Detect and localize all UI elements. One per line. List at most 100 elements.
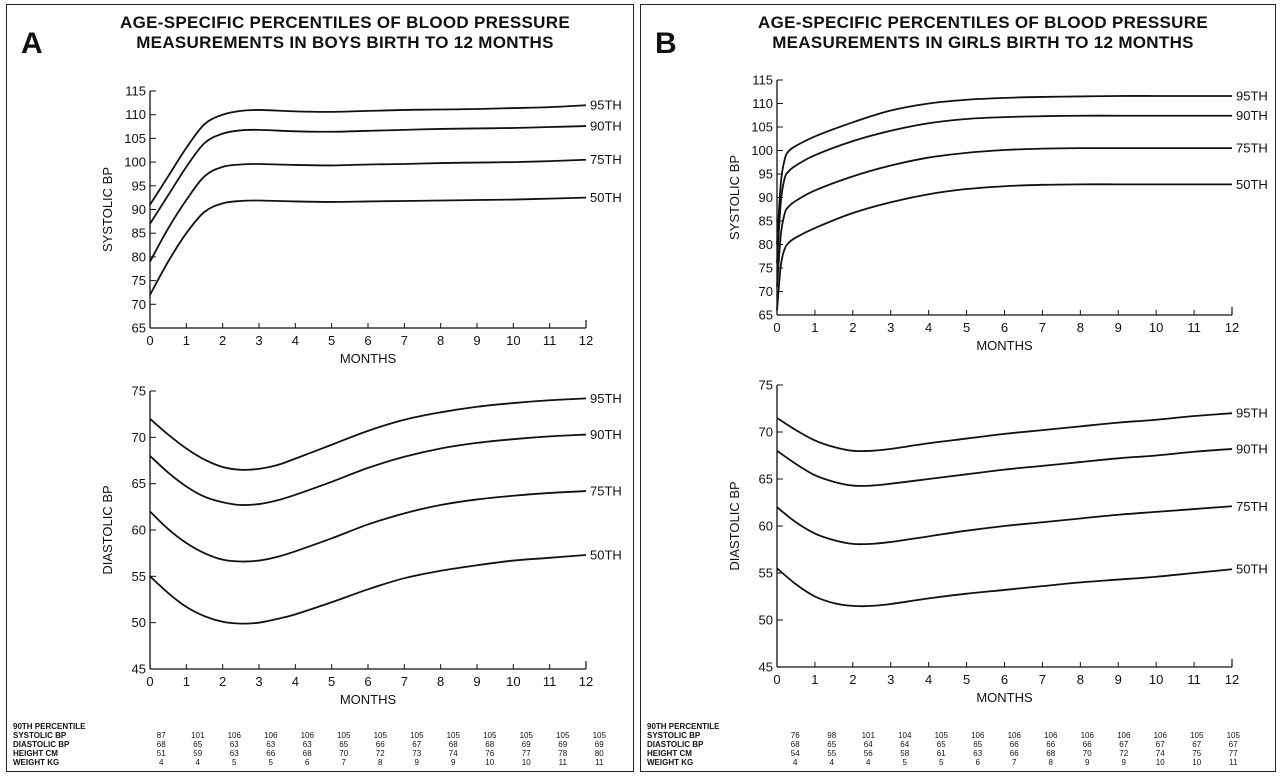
table-cell: 105: [556, 731, 570, 740]
table-cell: 105: [337, 731, 351, 740]
series-label-90th: 90TH: [590, 119, 622, 134]
table-cell: 105: [1190, 731, 1204, 740]
series-label-75th: 75TH: [1236, 141, 1268, 156]
series-label-75th: 75TH: [590, 152, 622, 167]
table-cell: 64: [900, 740, 910, 749]
table-row: DIASTOLIC BP 68 65 63 63 63 65 66 67 68 68 69 69 69: [13, 740, 618, 749]
table-cell: 65: [827, 740, 837, 749]
y-tick-label: 115: [752, 73, 773, 88]
y-tick-label: 70: [132, 297, 146, 312]
table-cell: 7: [1012, 758, 1017, 767]
table-cell: 106: [1080, 731, 1094, 740]
table-cell: 106: [1117, 731, 1131, 740]
x-tick-label: 11: [543, 333, 557, 348]
table-row-label: SYSTOLIC BP: [647, 731, 701, 740]
table-cell: 77: [521, 749, 531, 758]
table-cell: 78: [558, 749, 568, 758]
x-axis-label: MONTHS: [976, 338, 1033, 353]
table-cell: 65: [339, 740, 349, 749]
table-cell: 106: [264, 731, 278, 740]
table-cell: 80: [594, 749, 604, 758]
table-cell: 67: [1155, 740, 1165, 749]
table-cell: 61: [936, 749, 946, 758]
series-line-95th: [776, 412, 1233, 453]
panel-title-line-2: MEASUREMENTS IN BOYS BIRTH TO 12 MONTHS: [136, 33, 554, 52]
table-cell: 7: [341, 758, 346, 767]
y-tick-label: 50: [132, 615, 146, 630]
x-tick-label: 10: [1149, 320, 1163, 335]
table-cell: 67: [1228, 740, 1238, 749]
table-cell: 74: [448, 749, 458, 758]
x-tick-label: 6: [364, 333, 371, 348]
table-row: SYSTOLIC BP 76 98 101 104 105 106 106 106 106 106 1…: [647, 731, 1252, 740]
x-tick-label: 10: [506, 333, 520, 348]
y-tick-label: 80: [759, 237, 773, 252]
table-row-label: DIASTOLIC BP: [647, 740, 704, 749]
x-tick-label: 2: [219, 674, 226, 689]
x-tick-label: 5: [963, 320, 970, 335]
table-cell: 65: [973, 740, 983, 749]
table-cell: 104: [898, 731, 912, 740]
table-cell: 70: [1082, 749, 1092, 758]
y-tick-label: 65: [132, 476, 146, 491]
y-tick-label: 105: [124, 131, 146, 146]
x-tick-label: 11: [543, 674, 557, 689]
table-cell: 66: [1046, 740, 1056, 749]
table-cell: 9: [414, 758, 419, 767]
x-tick-label: 2: [849, 672, 856, 687]
series-label-50th: 50TH: [590, 190, 622, 205]
series-line-95th: [149, 104, 587, 206]
x-axis-label: MONTHS: [340, 351, 397, 366]
x-tick-label: 4: [292, 674, 299, 689]
table-cell: 106: [1007, 731, 1021, 740]
table-cell: 67: [412, 740, 422, 749]
x-axis-label: MONTHS: [976, 690, 1033, 705]
series-line-75th: [149, 490, 587, 563]
y-tick-label: 65: [759, 308, 773, 323]
panel-b-girls: B AGE-SPECIFIC PERCENTILES OF BLOOD PRES…: [640, 4, 1276, 772]
y-tick-label: 70: [759, 425, 773, 440]
table-cell: 10: [1192, 758, 1202, 767]
percentile-table-boys: 90TH PERCENTILE SYSTOLIC BP 87 101 106 106 106…: [13, 722, 618, 767]
y-tick-label: 75: [759, 261, 773, 276]
y-tick-label: 65: [132, 321, 146, 336]
x-tick-label: 3: [255, 333, 262, 348]
x-tick-label: 8: [437, 333, 444, 348]
series-label-90th: 90TH: [590, 427, 622, 442]
table-cell: 75: [1192, 749, 1202, 758]
table-cell: 105: [373, 731, 387, 740]
y-axis-label: SYSTOLIC BP: [100, 167, 115, 252]
x-tick-label: 12: [579, 333, 593, 348]
table-header: 90TH PERCENTILE: [13, 722, 86, 731]
y-tick-label: 55: [759, 566, 773, 581]
series-label-75th: 75TH: [1236, 499, 1268, 514]
table-cell: 69: [558, 740, 568, 749]
table-cell: 6: [305, 758, 310, 767]
table-cell: 66: [375, 740, 385, 749]
x-tick-label: 9: [1115, 320, 1122, 335]
x-tick-label: 12: [579, 674, 593, 689]
x-tick-label: 12: [1225, 320, 1239, 335]
table-cell: 106: [300, 731, 314, 740]
y-tick-label: 75: [132, 273, 146, 288]
x-tick-label: 5: [328, 674, 335, 689]
series-label-95th: 95TH: [590, 391, 622, 406]
x-tick-label: 1: [811, 672, 818, 687]
x-tick-label: 0: [773, 672, 780, 687]
y-tick-label: 110: [752, 96, 773, 111]
table-cell: 87: [156, 731, 166, 740]
series-line-75th: [149, 158, 587, 263]
table-cell: 63: [229, 740, 239, 749]
table-cell: 54: [790, 749, 800, 758]
x-tick-label: 8: [1077, 320, 1084, 335]
table-cell: 5: [232, 758, 237, 767]
table-cell: 69: [594, 740, 604, 749]
y-tick-label: 110: [125, 107, 146, 122]
table-cell: 68: [790, 740, 800, 749]
panel-title: AGE-SPECIFIC PERCENTILES OF BLOOD PRESSU…: [701, 13, 1265, 53]
table-cell: 105: [483, 731, 497, 740]
table-cell: 105: [592, 731, 606, 740]
table-row: HEIGHT CM 51 59 63 66 68 70 72 73 74 76 77 78 80: [13, 749, 618, 758]
x-tick-label: 7: [1039, 672, 1046, 687]
table-header: 90TH PERCENTILE: [647, 722, 720, 731]
